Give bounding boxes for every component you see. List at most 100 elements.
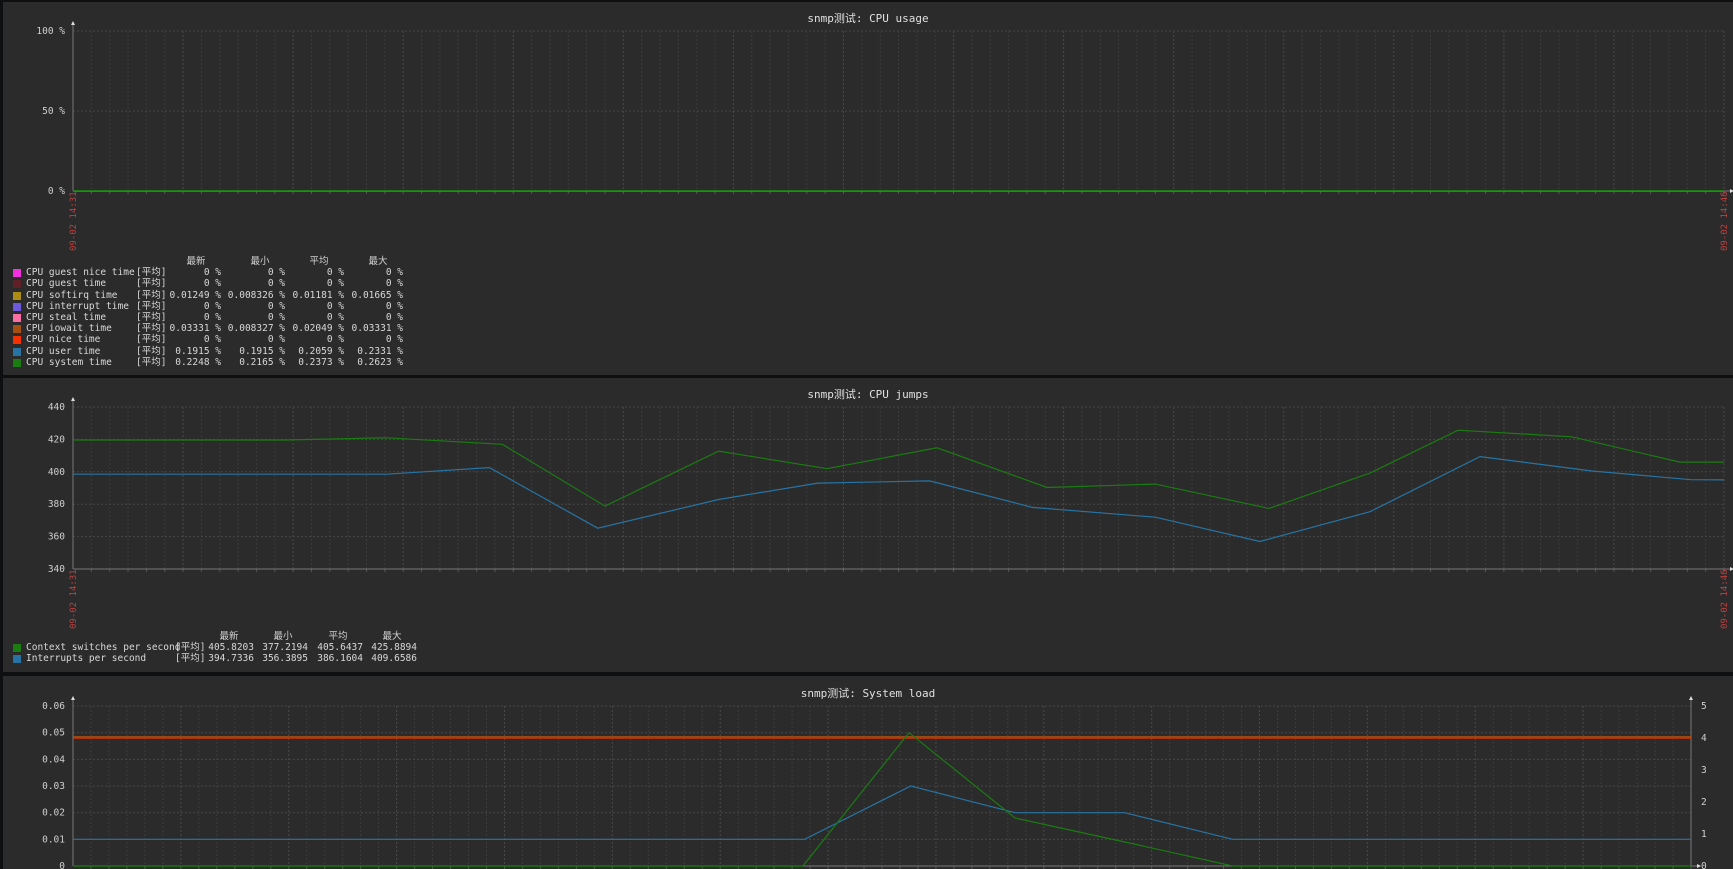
legend-min: 0 % bbox=[267, 278, 285, 290]
legend-function: [平均] bbox=[136, 311, 167, 323]
y-axis-arrow-icon bbox=[71, 397, 75, 401]
legend-avg: 0 % bbox=[326, 300, 344, 312]
legend-max: 0 % bbox=[385, 311, 403, 323]
x-tick-label: 09-02 14:46 bbox=[1720, 569, 1730, 629]
legend-avg: 405.6437 bbox=[317, 642, 363, 654]
series-line bbox=[73, 785, 1691, 840]
legend-color-swatch bbox=[13, 336, 21, 345]
legend-series-name: CPU steal time bbox=[26, 311, 107, 323]
legend-function: [平均] bbox=[136, 345, 167, 357]
legend-min: 0.008327 % bbox=[227, 323, 285, 335]
y-tick-label: 0.05 bbox=[42, 728, 65, 739]
legend-item: Context switches per second [平均] 405.8203 3… bbox=[13, 642, 453, 653]
series-line bbox=[73, 455, 1725, 543]
legend-function: [平均] bbox=[175, 642, 206, 654]
legend-min: 0.008326 % bbox=[227, 289, 285, 301]
graph-cpu-jumps: 440 420 400 380 360 340 09-02 14:31 09-02 14:46… bbox=[3, 378, 1733, 672]
y-axis-arrow-icon bbox=[71, 21, 75, 25]
legend-series-name: CPU user time bbox=[26, 345, 101, 357]
y2-tick-label: 0 bbox=[1701, 861, 1707, 869]
legend-avg: 0 % bbox=[326, 311, 344, 323]
legend-item: CPU guest time [平均] 0 % 0 % 0 % 0 % bbox=[13, 278, 433, 289]
graph-title: snmp测试: CPU jumps bbox=[807, 388, 929, 401]
y-tick-label: 400 bbox=[48, 467, 65, 478]
y-tick-label: 0 bbox=[59, 861, 65, 869]
legend-series-name: CPU softirq time bbox=[26, 289, 118, 301]
legend-last: 0 % bbox=[203, 278, 221, 290]
legend-series-name: CPU interrupt time bbox=[26, 300, 129, 312]
legend-avg: 0.2373 % bbox=[298, 356, 344, 368]
x-tick-label: 09-02 14:31 bbox=[69, 191, 79, 251]
legend-function: [平均] bbox=[136, 334, 167, 346]
graph-legend: 最新 最小 平均 最大 Context switches per second [平均] 4… bbox=[13, 631, 453, 665]
plot-area: 100 % 50 % 0 % 09-02 14:31 09-02 14:46 bbox=[36, 21, 1733, 251]
legend-min: 356.3895 bbox=[262, 653, 308, 665]
graph-legend: 最新 最小 平均 最大 CPU guest nice time [平均] 0 % 0 % 0 %… bbox=[13, 256, 433, 368]
legend-last: 0.03331 % bbox=[169, 323, 221, 335]
y2-tick-label: 3 bbox=[1701, 765, 1707, 776]
y2-tick-label: 4 bbox=[1701, 733, 1707, 744]
legend-avg: 0.2059 % bbox=[298, 345, 344, 357]
legend-series-name: CPU guest nice time bbox=[26, 267, 135, 279]
legend-color-swatch bbox=[13, 644, 21, 653]
y-tick-label: 0.06 bbox=[42, 701, 65, 712]
legend-function: [平均] bbox=[136, 300, 167, 312]
legend-header-last: 最新 bbox=[219, 631, 239, 642]
legend-function: [平均] bbox=[175, 653, 206, 665]
legend-series-name: Interrupts per second bbox=[26, 653, 147, 665]
legend-header-max: 最大 bbox=[368, 256, 388, 267]
legend-header-last: 最新 bbox=[186, 256, 206, 267]
x-axis-arrow-icon bbox=[1697, 864, 1701, 868]
plot-area: 440 420 400 380 360 340 09-02 14:31 09-02 14:46 bbox=[48, 397, 1733, 629]
legend-max: 0.2331 % bbox=[357, 345, 403, 357]
legend-avg: 0.01181 % bbox=[292, 289, 344, 301]
y-tick-label: 0.01 bbox=[42, 834, 65, 845]
y2-tick-label: 2 bbox=[1701, 797, 1707, 808]
y-tick-label: 360 bbox=[48, 532, 65, 543]
legend-header-min: 最小 bbox=[250, 256, 270, 267]
legend-max: 0 % bbox=[385, 267, 403, 279]
legend-last: 0 % bbox=[203, 300, 221, 312]
legend-last: 0.2248 % bbox=[175, 356, 221, 368]
legend-last: 394.7336 bbox=[208, 653, 254, 665]
legend-header-max: 最大 bbox=[382, 631, 402, 642]
legend-max: 0 % bbox=[385, 300, 403, 312]
legend-last: 405.8203 bbox=[208, 642, 254, 654]
series-line bbox=[73, 731, 1691, 867]
y-tick-label: 0 % bbox=[48, 186, 65, 197]
legend-color-swatch bbox=[13, 280, 21, 289]
legend-min: 0 % bbox=[267, 300, 285, 312]
legend-header-min: 最小 bbox=[273, 631, 293, 642]
legend-last: 0 % bbox=[203, 311, 221, 323]
legend-item: CPU steal time [平均] 0 % 0 % 0 % 0 % bbox=[13, 312, 433, 323]
legend-header: 最新 最小 平均 最大 bbox=[13, 256, 433, 267]
graph-title: snmp测试: CPU usage bbox=[807, 12, 929, 25]
legend-series-name: CPU iowait time bbox=[26, 323, 112, 335]
legend-series-name: CPU nice time bbox=[26, 334, 101, 346]
legend-item: CPU iowait time [平均] 0.03331 % 0.008327 % 0.… bbox=[13, 323, 433, 334]
y2-tick-label: 5 bbox=[1701, 701, 1707, 712]
legend-last: 0.01249 % bbox=[169, 289, 221, 301]
legend-color-swatch bbox=[13, 358, 21, 367]
x-tick-label: 09-02 14:46 bbox=[1720, 191, 1730, 251]
legend-color-swatch bbox=[13, 325, 21, 334]
legend-max: 0 % bbox=[385, 278, 403, 290]
legend-function: [平均] bbox=[136, 267, 167, 279]
legend-color-swatch bbox=[13, 291, 21, 300]
y-tick-label: 340 bbox=[48, 564, 65, 575]
legend-function: [平均] bbox=[136, 356, 167, 368]
legend-min: 0 % bbox=[267, 334, 285, 346]
legend-max: 0.03331 % bbox=[351, 323, 403, 335]
legend-item: CPU interrupt time [平均] 0 % 0 % 0 % 0 % bbox=[13, 301, 433, 312]
legend-color-swatch bbox=[13, 655, 21, 664]
y2-axis-arrow-icon bbox=[1689, 696, 1693, 700]
legend-color-swatch bbox=[13, 269, 21, 278]
legend-function: [平均] bbox=[136, 278, 167, 290]
legend-min: 0.2165 % bbox=[239, 356, 285, 368]
legend-avg: 0 % bbox=[326, 278, 344, 290]
legend-item: Interrupts per second [平均] 394.7336 356.389… bbox=[13, 653, 453, 664]
legend-series-name: CPU system time bbox=[26, 356, 112, 368]
legend-header-avg: 平均 bbox=[309, 256, 329, 267]
legend-avg: 0.02049 % bbox=[292, 323, 344, 335]
y-tick-label: 0.02 bbox=[42, 808, 65, 819]
